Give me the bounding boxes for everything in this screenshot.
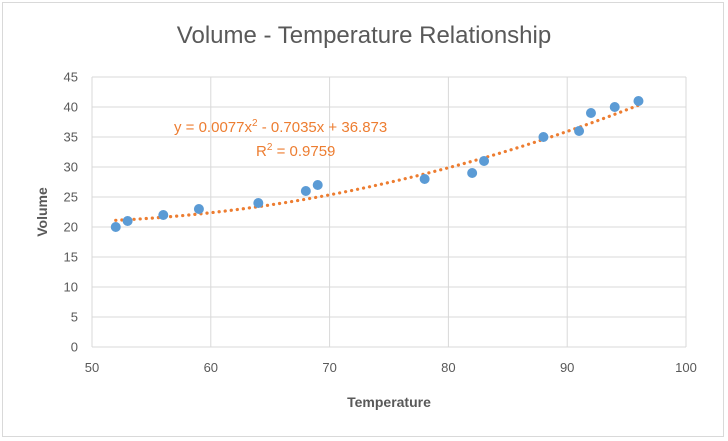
- trendline: [114, 103, 641, 222]
- data-point: [538, 132, 549, 142]
- x-tick-label: 50: [85, 360, 99, 375]
- r-squared-label: R2 = 0.9759: [256, 142, 335, 160]
- trendline-equation: y = 0.0077x2 - 0.7035x + 36.873: [174, 118, 387, 136]
- y-tick-label: 35: [64, 130, 78, 145]
- y-tick-labels: 0 5 10 15 20 25 30 35 40 45: [64, 70, 78, 355]
- data-point: [193, 204, 204, 214]
- data-point: [253, 198, 264, 208]
- x-tick-label: 80: [441, 360, 455, 375]
- data-point: [419, 174, 430, 184]
- data-point: [110, 222, 121, 232]
- y-tick-label: 45: [64, 70, 78, 85]
- data-point: [633, 96, 644, 106]
- y-axis-label: Volume: [34, 187, 50, 237]
- y-tick-label: 5: [71, 310, 78, 325]
- chart-title: Volume - Temperature Relationship: [176, 22, 552, 49]
- y-tick-label: 30: [64, 160, 78, 175]
- data-points: [110, 96, 644, 232]
- y-tick-label: 20: [64, 220, 78, 235]
- data-point: [158, 210, 169, 220]
- x-tick-labels: 50 60 70 80 90 100: [85, 360, 697, 375]
- data-point: [479, 156, 490, 166]
- y-tick-label: 10: [64, 280, 78, 295]
- data-point: [300, 186, 311, 196]
- data-point: [574, 126, 585, 136]
- y-tick-label: 0: [71, 340, 78, 355]
- data-point: [467, 168, 478, 178]
- gridlines: [91, 76, 687, 348]
- x-tick-label: 70: [322, 360, 336, 375]
- x-tick-label: 100: [675, 360, 697, 375]
- y-tick-label: 40: [64, 100, 78, 115]
- x-tick-label: 60: [204, 360, 218, 375]
- data-point: [609, 102, 620, 112]
- y-tick-label: 25: [64, 190, 78, 205]
- data-point: [122, 216, 133, 226]
- data-point: [585, 108, 596, 118]
- data-point: [312, 180, 323, 190]
- x-tick-label: 90: [560, 360, 574, 375]
- y-tick-label: 15: [64, 250, 78, 265]
- x-axis-label: Temperature: [347, 394, 431, 410]
